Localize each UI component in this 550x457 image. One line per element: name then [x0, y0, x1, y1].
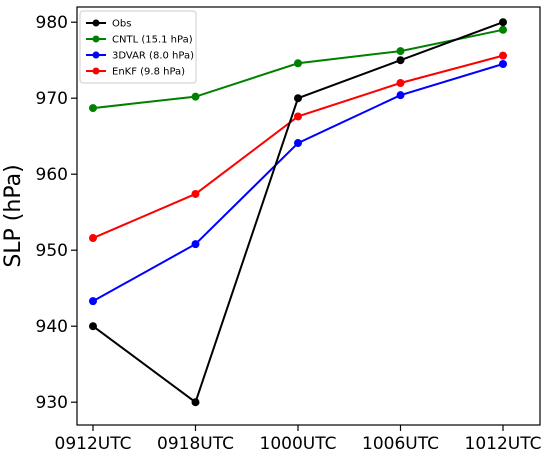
y-tick-label: 970 [36, 89, 68, 109]
legend-label: CNTL (15.1 hPa) [112, 35, 193, 46]
legend-item: Obs [86, 19, 131, 30]
x-tick-label: 1006UTC [362, 434, 439, 454]
legend-marker [92, 67, 100, 75]
plot-area-border [76, 6, 541, 426]
legend-item: EnKF (9.8 hPa) [86, 67, 185, 78]
series-2 [89, 60, 507, 306]
legend-marker [92, 19, 100, 27]
data-point [294, 59, 302, 68]
series-1 [89, 25, 507, 113]
legend-marker [92, 35, 100, 43]
data-point [89, 297, 97, 306]
data-point [396, 91, 405, 100]
y-tick-label: 980 [36, 13, 68, 33]
data-point [396, 79, 405, 87]
series-0 [89, 18, 507, 407]
legend-box [79, 10, 197, 84]
data-point [191, 189, 200, 198]
data-point [294, 94, 302, 103]
x-tick-label: 1012UTC [465, 434, 542, 454]
x-tick-label: 0912UTC [55, 434, 132, 454]
legend-label: 3DVAR (8.0 hPa) [112, 51, 194, 62]
data-point [499, 60, 507, 68]
x-tick-label: 1000UTC [260, 434, 337, 454]
legend-item: 3DVAR (8.0 hPa) [86, 51, 194, 62]
data-point [499, 51, 507, 60]
plot-frame [76, 6, 541, 426]
x-tick-label: 0918UTC [157, 434, 234, 454]
data-point [396, 56, 405, 65]
data-point [396, 47, 405, 56]
legend-label: EnKF (9.8 hPa) [112, 67, 185, 78]
y-axis: 930 940 950 960 970 980 [36, 13, 77, 413]
data-point [499, 25, 507, 34]
legend: Obs CNTL (15.1 hPa) 3DVAR (8.0 hPa) EnKF (9… [79, 10, 197, 84]
data-point [89, 322, 97, 331]
y-tick-label: 940 [36, 317, 68, 337]
x-axis: 0912UTC 0918UTC 1000UTC 1006UTC 1012UTC [55, 425, 542, 454]
data-point [499, 18, 507, 27]
data-point [191, 92, 200, 101]
data-point [294, 139, 302, 148]
series-layer [89, 18, 507, 407]
legend-item: CNTL (15.1 hPa) [86, 35, 193, 46]
data-point [89, 234, 97, 243]
legend-marker [92, 51, 100, 59]
data-point [294, 112, 302, 121]
y-axis-label: SLP (hPa) [1, 164, 26, 267]
data-point [89, 104, 97, 113]
legend-label: Obs [112, 19, 131, 30]
y-tick-label: 930 [36, 393, 68, 413]
y-tick-label: 950 [36, 241, 68, 261]
data-point [191, 240, 200, 249]
series-3 [89, 51, 507, 243]
y-tick-label: 960 [36, 165, 68, 185]
data-point [191, 398, 200, 407]
